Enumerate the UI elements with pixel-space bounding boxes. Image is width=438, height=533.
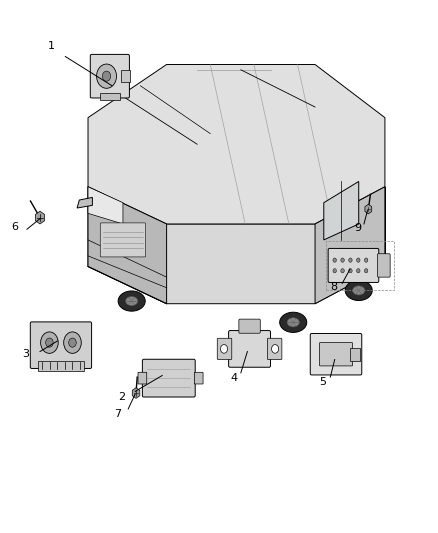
FancyBboxPatch shape: [378, 254, 390, 277]
FancyBboxPatch shape: [138, 372, 147, 384]
Text: 1: 1: [47, 41, 54, 51]
Polygon shape: [77, 197, 92, 208]
Circle shape: [349, 258, 352, 262]
Ellipse shape: [345, 280, 372, 301]
Text: 5: 5: [319, 377, 326, 387]
FancyBboxPatch shape: [100, 93, 120, 100]
Polygon shape: [324, 181, 359, 240]
Ellipse shape: [118, 291, 145, 311]
Ellipse shape: [287, 318, 299, 327]
FancyBboxPatch shape: [310, 334, 362, 375]
Circle shape: [357, 258, 360, 262]
FancyBboxPatch shape: [30, 322, 92, 368]
FancyBboxPatch shape: [217, 338, 232, 360]
Text: 9: 9: [354, 223, 361, 233]
FancyBboxPatch shape: [319, 343, 353, 366]
FancyBboxPatch shape: [267, 338, 282, 360]
Polygon shape: [88, 187, 385, 304]
FancyBboxPatch shape: [90, 54, 129, 98]
Circle shape: [64, 332, 81, 353]
Ellipse shape: [126, 296, 138, 305]
Ellipse shape: [280, 312, 307, 333]
Circle shape: [357, 269, 360, 273]
Text: 8: 8: [330, 282, 337, 292]
Circle shape: [341, 269, 344, 273]
FancyBboxPatch shape: [100, 223, 146, 257]
Text: 3: 3: [22, 349, 29, 359]
Text: 7: 7: [114, 409, 121, 419]
Text: 6: 6: [11, 222, 18, 232]
Circle shape: [333, 269, 336, 273]
Polygon shape: [88, 187, 166, 304]
FancyBboxPatch shape: [229, 330, 271, 367]
FancyBboxPatch shape: [142, 359, 195, 397]
FancyBboxPatch shape: [121, 70, 130, 82]
FancyBboxPatch shape: [328, 248, 379, 282]
FancyBboxPatch shape: [350, 348, 360, 361]
Circle shape: [46, 338, 53, 347]
Ellipse shape: [353, 286, 365, 295]
Polygon shape: [88, 187, 123, 224]
Circle shape: [102, 71, 111, 81]
Circle shape: [341, 258, 344, 262]
Circle shape: [96, 64, 117, 88]
Circle shape: [41, 332, 58, 353]
FancyBboxPatch shape: [38, 361, 84, 370]
Circle shape: [272, 345, 279, 353]
Circle shape: [364, 269, 368, 273]
Circle shape: [364, 258, 368, 262]
Text: 4: 4: [231, 373, 238, 383]
Polygon shape: [315, 187, 385, 304]
Circle shape: [349, 269, 352, 273]
FancyBboxPatch shape: [239, 319, 260, 333]
FancyBboxPatch shape: [194, 372, 203, 384]
Text: 2: 2: [119, 392, 126, 402]
Circle shape: [220, 345, 228, 353]
Circle shape: [333, 258, 336, 262]
Circle shape: [69, 338, 76, 347]
Polygon shape: [88, 64, 385, 224]
